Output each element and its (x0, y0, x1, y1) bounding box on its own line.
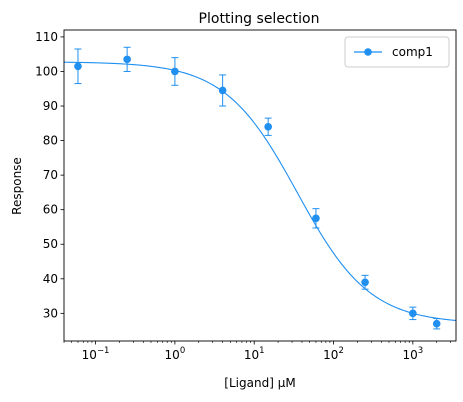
legend-swatch-marker (364, 48, 372, 56)
y-tick-label: 50 (43, 237, 58, 251)
data-point (123, 55, 131, 64)
y-tick-label: 30 (43, 306, 58, 320)
y-tick-label: 110 (35, 30, 58, 44)
legend-box (344, 36, 450, 68)
x-tick-label: 101 (244, 346, 265, 362)
y-tick-label: 40 (43, 272, 58, 286)
data-point (74, 62, 82, 71)
fit-curve (63, 61, 457, 322)
y-axis-title: Response (10, 157, 24, 215)
data-points-layer (74, 55, 441, 328)
legend: comp1 (344, 36, 450, 68)
y-tick-label: 90 (43, 99, 58, 113)
data-point (409, 309, 417, 318)
legend-label: comp1 (392, 45, 433, 59)
fit-curve-layer (63, 61, 457, 322)
plot-frame (63, 29, 457, 342)
data-point (264, 122, 272, 131)
y-tick-label: 80 (43, 134, 58, 148)
x-tick-label: 10−1 (82, 346, 110, 362)
data-point (361, 278, 369, 287)
chart-title: Plotting selection (199, 11, 320, 27)
y-tick-label: 100 (35, 64, 58, 78)
x-axis-ticks: 10−1 100 101 102 103 (63, 341, 451, 362)
x-tick-label: 103 (402, 346, 423, 362)
x-axis-title: [Ligand] μM (224, 376, 295, 390)
y-tick-label: 60 (43, 203, 58, 217)
data-point (432, 319, 441, 328)
x-tick-label: 100 (165, 346, 186, 362)
y-tick-label: 70 (43, 168, 58, 182)
error-bars-layer (74, 46, 441, 330)
y-axis-ticks: 30 40 50 60 70 80 90 100 110 (35, 30, 64, 320)
data-point (312, 214, 320, 223)
data-point (218, 86, 227, 95)
x-tick-label: 102 (323, 346, 344, 362)
data-point (171, 67, 179, 76)
